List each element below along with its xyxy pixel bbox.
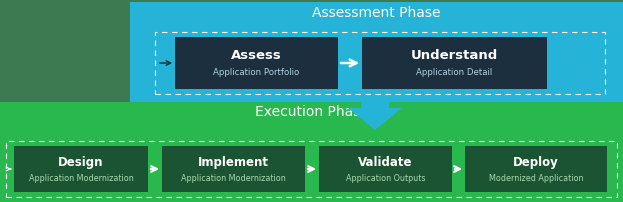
Text: Assess: Assess xyxy=(231,49,282,62)
Text: Execution Phase: Execution Phase xyxy=(255,105,368,119)
Text: Deploy: Deploy xyxy=(513,156,559,169)
Text: Implement: Implement xyxy=(198,156,269,169)
Bar xyxy=(175,37,338,89)
Text: Application Outputs: Application Outputs xyxy=(346,174,426,183)
Text: Validate: Validate xyxy=(358,156,413,169)
Text: Design: Design xyxy=(58,156,104,169)
Text: Modernized Application: Modernized Application xyxy=(489,174,583,183)
Bar xyxy=(14,146,148,192)
Polygon shape xyxy=(348,108,402,130)
Bar xyxy=(130,2,623,102)
Bar xyxy=(361,102,389,108)
Bar xyxy=(0,102,623,202)
Bar xyxy=(162,146,305,192)
Text: Assessment Phase: Assessment Phase xyxy=(312,6,440,20)
Bar xyxy=(362,37,547,89)
Text: Application Modernization: Application Modernization xyxy=(29,174,133,183)
Text: Understand: Understand xyxy=(411,49,498,62)
Bar xyxy=(6,141,617,197)
Bar xyxy=(465,146,607,192)
Bar xyxy=(155,32,605,94)
Bar xyxy=(319,146,452,192)
Text: Application Detail: Application Detail xyxy=(416,68,493,77)
Text: Application Portfolio: Application Portfolio xyxy=(213,68,300,77)
Text: Application Modernization: Application Modernization xyxy=(181,174,286,183)
